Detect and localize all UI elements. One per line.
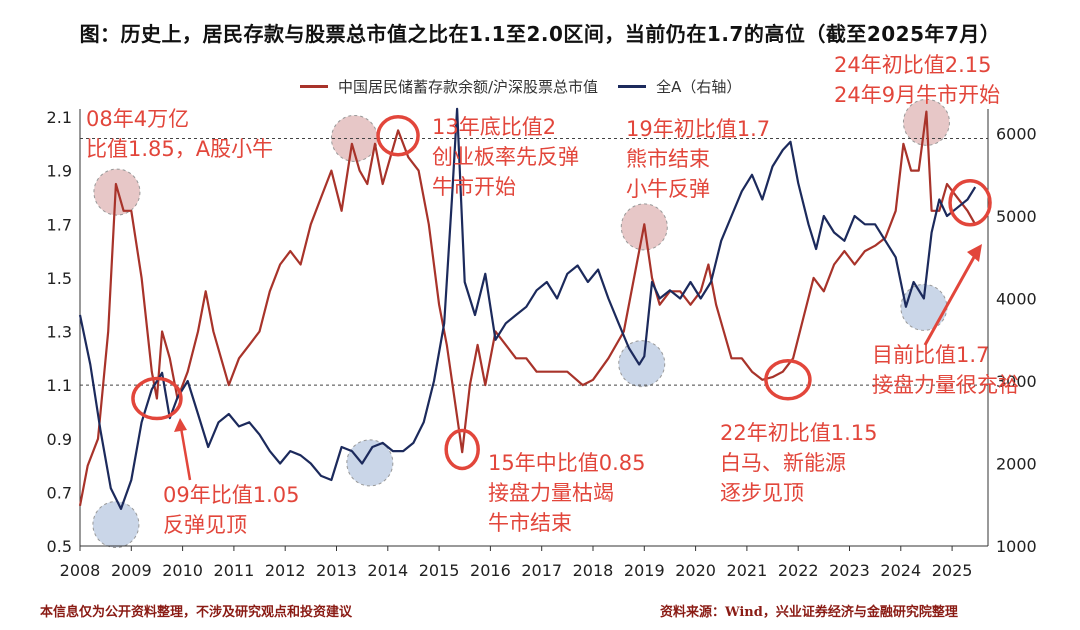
annotation-2024: 24年初比值2.15 24年9月牛市开始 <box>834 50 1000 110</box>
x-tick-label: 2010 <box>162 561 203 580</box>
legend-index-label: 全A（右轴） <box>656 78 742 96</box>
callout-ring-1 <box>376 115 420 157</box>
arrow-current-head <box>967 244 982 262</box>
annotation-2015: 15年中比值0.85 接盘力量枯竭 牛市结束 <box>488 448 645 538</box>
legend-index-swatch <box>618 85 647 88</box>
ratio-series-line <box>78 110 977 507</box>
x-tick-label: 2024 <box>880 561 921 580</box>
left-tick-label: 0.7 <box>47 483 72 502</box>
annotation-2008: 08年4万亿 比值1.85，A股小牛 <box>86 104 273 164</box>
x-tick-label: 2016 <box>470 561 511 580</box>
x-tick-label: 2017 <box>521 561 562 580</box>
legend-ratio-label: 中国居民储蓄存款余额/沪深股票总市值 <box>338 78 599 96</box>
right-tick-label: 3000 <box>996 372 1037 391</box>
annotation-2019: 19年初比值1.7 熊市结束 小牛反弹 <box>626 114 770 204</box>
x-tick-label: 2008 <box>60 561 101 580</box>
arrow-current <box>923 249 980 346</box>
left-tick-label: 0.5 <box>47 537 72 556</box>
highlight-bubble-6 <box>618 340 666 388</box>
x-tick-label: 2021 <box>727 561 768 580</box>
annotation-2015-line1: 15年中比值0.85 <box>488 451 646 475</box>
annotation-2022-line3: 逐步见顶 <box>720 481 804 505</box>
annotation-current: 目前比值1.7 接盘力量很充裕 <box>872 340 1019 400</box>
left-tick-label: 1.7 <box>47 215 72 234</box>
x-tick-label: 2012 <box>265 561 306 580</box>
footer-disclaimer: 本信息仅为公开资料整理，不涉及研究观点和投资建议 <box>40 605 353 620</box>
x-tick-label: 2009 <box>111 561 152 580</box>
annotation-current-line2: 接盘力量很充裕 <box>872 373 1019 397</box>
x-tick-label: 2013 <box>316 561 357 580</box>
annotation-2013-line2: 创业板率先反弹 <box>432 145 579 169</box>
x-tick-label: 2011 <box>214 561 255 580</box>
legend-ratio-swatch <box>300 85 328 88</box>
annotation-2008-line1: 08年4万亿 <box>86 107 190 131</box>
annotation-2009-line2: 反弹见顶 <box>163 513 247 537</box>
index-series-line <box>78 107 977 510</box>
annotation-2019-line3: 小牛反弹 <box>626 177 710 201</box>
chart-legend: 中国居民储蓄存款余额/沪深股票总市值 全A（右轴） <box>300 76 741 97</box>
right-tick-label: 1000 <box>996 537 1037 556</box>
annotation-2019-line1: 19年初比值1.7 <box>626 117 771 141</box>
left-tick-label: 0.9 <box>47 430 72 449</box>
x-tick-label: 2022 <box>778 561 819 580</box>
highlight-bubble-4 <box>92 501 140 549</box>
annotation-2024-line1: 24年初比值2.15 <box>834 53 992 77</box>
x-tick-label: 2020 <box>675 561 716 580</box>
callout-ring-4 <box>948 179 992 227</box>
callout-ring-3 <box>764 359 812 401</box>
left-tick-label: 1.5 <box>47 269 72 288</box>
x-tick-label: 2019 <box>624 561 665 580</box>
annotation-2015-line3: 牛市结束 <box>488 511 572 535</box>
x-tick-label: 2023 <box>829 561 870 580</box>
annotation-2013: 13年底比值2 创业板率先反弹 牛市开始 <box>432 112 579 202</box>
left-tick-label: 1.9 <box>47 162 72 181</box>
right-tick-label: 5000 <box>996 207 1037 226</box>
highlight-bubble-5 <box>346 439 394 487</box>
callout-ring-2 <box>444 428 480 471</box>
annotation-2015-line2: 接盘力量枯竭 <box>488 481 614 505</box>
annotation-2008-line2: 比值1.85，A股小牛 <box>86 137 274 161</box>
right-tick-label: 4000 <box>996 290 1037 309</box>
annotation-2013-line1: 13年底比值2 <box>432 115 557 139</box>
annotation-2009-line1: 09年比值1.05 <box>163 483 300 507</box>
annotation-2019-line2: 熊市结束 <box>626 147 710 171</box>
right-tick-label: 2000 <box>996 455 1037 474</box>
annotation-current-line1: 目前比值1.7 <box>872 343 990 367</box>
x-tick-label: 2018 <box>573 561 614 580</box>
callout-ring-0 <box>131 376 183 421</box>
annotation-2024-line2: 24年9月牛市开始 <box>834 83 1001 107</box>
chart-title: 图：历史上，居民存款与股票总市值之比在1.1至2.0区间，当前仍在1.7的高位（… <box>79 22 1001 46</box>
x-tick-label: 2025 <box>932 561 973 580</box>
left-tick-label: 1.1 <box>47 376 72 395</box>
annotation-2022-line1: 22年初比值1.15 <box>720 421 878 445</box>
left-tick-label: 2.1 <box>47 108 72 127</box>
x-tick-label: 2015 <box>419 561 460 580</box>
arrow-2009 <box>178 421 192 481</box>
left-tick-label: 1.3 <box>47 323 72 342</box>
x-tick-label: 2014 <box>367 561 408 580</box>
highlight-bubble-0 <box>93 168 141 216</box>
annotation-2009: 09年比值1.05 反弹见顶 <box>163 480 299 540</box>
annotation-2022-line2: 白马、新能源 <box>720 451 846 475</box>
footer-source: 资料来源：Wind，兴业证券经济与金融研究院整理 <box>660 605 958 620</box>
annotation-2013-line3: 牛市开始 <box>432 175 516 199</box>
annotation-2022: 22年初比值1.15 白马、新能源 逐步见顶 <box>720 418 877 508</box>
arrow-2009-head <box>174 418 187 432</box>
right-tick-label: 6000 <box>996 125 1037 144</box>
